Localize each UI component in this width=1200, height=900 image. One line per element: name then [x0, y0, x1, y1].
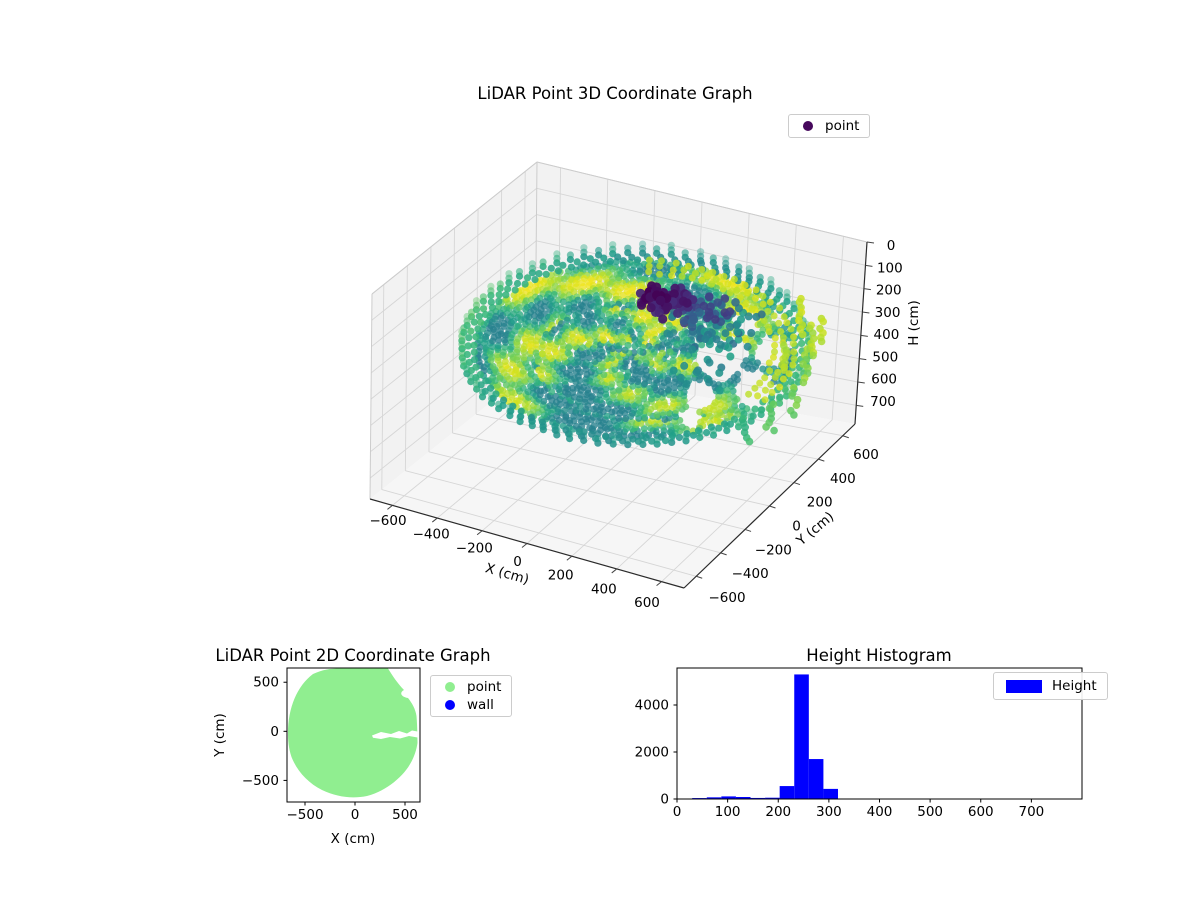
svg-text:400: 400: [591, 581, 617, 597]
svg-text:400: 400: [830, 471, 856, 487]
legend-item-wall: wall: [431, 694, 511, 716]
point-cloud: [458, 240, 827, 449]
svg-text:0: 0: [513, 554, 522, 570]
svg-text:200: 200: [876, 283, 902, 299]
legend-label: Height: [1052, 678, 1097, 694]
svg-text:100: 100: [877, 260, 903, 276]
svg-text:X (cm): X (cm): [331, 831, 376, 847]
tick-labels-2d: −500 0 500 500 0 −500: [242, 675, 418, 823]
plot2d-title: LiDAR Point 2D Coordinate Graph: [215, 646, 491, 665]
svg-text:−600: −600: [708, 590, 745, 606]
legend-item-height: Height: [994, 673, 1107, 699]
svg-text:600: 600: [853, 447, 879, 463]
scatter-blob: [288, 668, 418, 798]
legend-label: wall: [467, 697, 494, 713]
svg-text:500: 500: [872, 349, 898, 365]
svg-text:600: 600: [634, 595, 660, 611]
height-patch-icon: [1006, 679, 1042, 693]
svg-text:−500: −500: [286, 807, 323, 823]
svg-text:500: 500: [917, 804, 943, 820]
svg-text:−200: −200: [456, 540, 493, 556]
svg-text:2000: 2000: [635, 744, 669, 760]
svg-text:H (cm): H (cm): [906, 300, 922, 346]
legend-label: point: [467, 679, 502, 695]
ticks-2d: [283, 681, 406, 806]
axis-labels-2d: X (cm) Y (cm): [212, 713, 375, 847]
svg-text:−600: −600: [369, 513, 406, 529]
point-marker-icon: [803, 121, 813, 131]
plot3d-legend: point: [788, 114, 871, 138]
ticks-3d: [387, 241, 875, 587]
svg-text:0: 0: [792, 519, 801, 535]
svg-text:0: 0: [351, 807, 360, 823]
ticks-hist: [673, 704, 1032, 803]
hist-bars: [692, 674, 838, 799]
svg-text:400: 400: [867, 804, 893, 820]
legend-item-point: point: [789, 115, 869, 137]
svg-text:200: 200: [807, 495, 833, 511]
frame-2d: [286, 667, 421, 803]
svg-text:600: 600: [968, 804, 994, 820]
point-marker-icon: [445, 682, 455, 692]
svg-text:−400: −400: [413, 527, 450, 543]
legend-label: point: [825, 118, 860, 134]
svg-text:700: 700: [1018, 804, 1044, 820]
plot2d-legend: point wall: [430, 675, 513, 717]
svg-text:−400: −400: [732, 566, 769, 582]
tick-labels-hist: 0 100 200 300 400 500 600 700 0 2000 4000: [635, 697, 1045, 820]
svg-text:0: 0: [270, 724, 279, 740]
svg-text:700: 700: [870, 394, 896, 410]
plot2d-axes: −500 0 500 500 0 −500 X (cm) Y (cm): [212, 667, 421, 847]
svg-text:300: 300: [816, 804, 842, 820]
svg-text:500: 500: [392, 807, 418, 823]
svg-text:200: 200: [765, 804, 791, 820]
svg-text:400: 400: [874, 327, 900, 343]
svg-text:100: 100: [715, 804, 741, 820]
plot3d-title: LiDAR Point 3D Coordinate Graph: [477, 84, 753, 103]
svg-text:600: 600: [871, 372, 897, 388]
svg-text:4000: 4000: [635, 697, 669, 713]
svg-text:Y (cm): Y (cm): [212, 713, 228, 758]
svg-text:0: 0: [660, 792, 669, 808]
hist-title: Height Histogram: [806, 646, 952, 665]
wall-marker-icon: [445, 700, 455, 710]
svg-text:0: 0: [887, 238, 896, 254]
hist-legend: Height: [993, 672, 1108, 700]
hist-axes: 0 100 200 300 400 500 600 700 0 2000 4000: [635, 667, 1083, 820]
svg-text:−500: −500: [242, 773, 279, 789]
svg-text:−200: −200: [755, 542, 792, 558]
svg-text:X (cm): X (cm): [483, 560, 530, 588]
legend-item-point: point: [431, 676, 511, 698]
svg-text:0: 0: [673, 804, 682, 820]
svg-text:200: 200: [548, 568, 574, 584]
svg-text:300: 300: [875, 305, 901, 321]
svg-text:500: 500: [253, 675, 279, 691]
